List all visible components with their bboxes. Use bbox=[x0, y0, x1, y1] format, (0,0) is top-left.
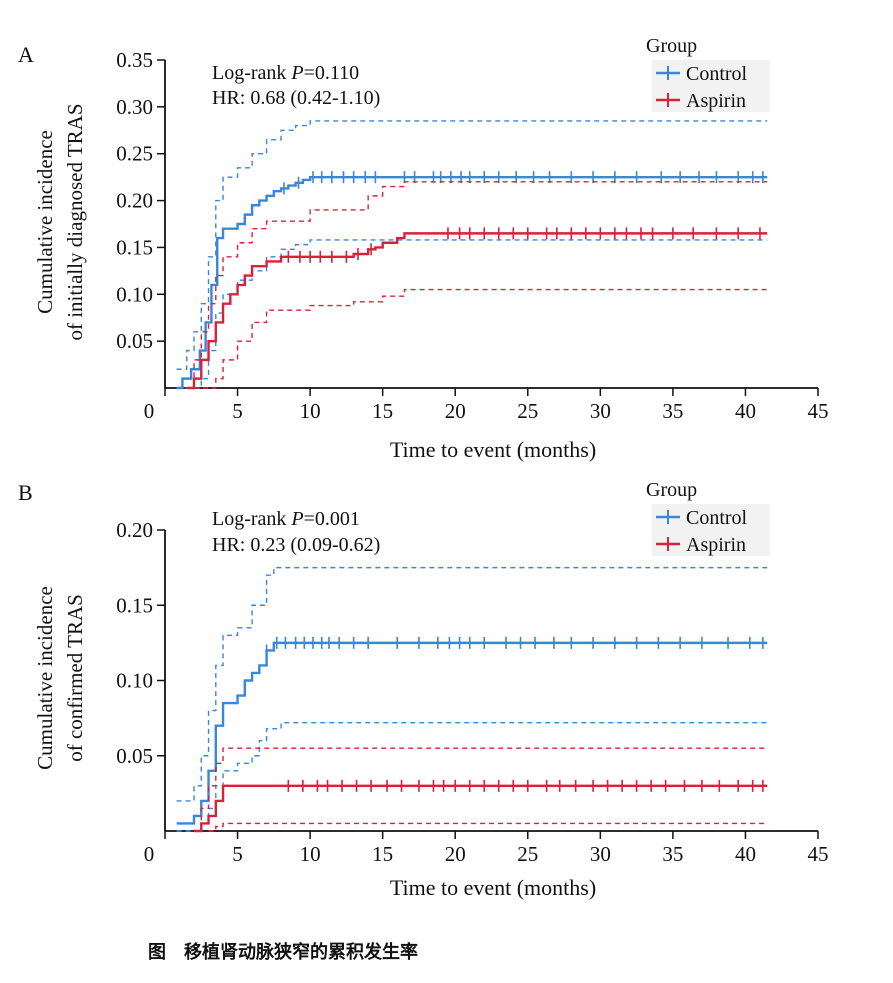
x-axis-label: Time to event (months) bbox=[390, 437, 596, 462]
x-tick-label: 45 bbox=[808, 842, 829, 866]
logrank-annotation: Log-rank P=0.001 bbox=[212, 508, 360, 530]
panel-a: A Cumulative incidence of initially diag… bbox=[18, 35, 829, 462]
x-tick-label: 35 bbox=[662, 399, 683, 423]
x-tick-label: 40 bbox=[735, 399, 756, 423]
legend-entry-control: Control bbox=[656, 507, 748, 529]
x-tick-label: 15 bbox=[372, 842, 393, 866]
lower-ci-control bbox=[176, 239, 768, 389]
x-tick-label: 0 bbox=[144, 842, 155, 866]
x-tick-label: 10 bbox=[300, 842, 321, 866]
plot-area: 0 5 10 15 20 25 30 35 40 45 0.05 0.10 0.15 0.20 0.25 0.… bbox=[116, 48, 828, 423]
hazard-ratio-annotation: HR: 0.23 (0.09-0.62) bbox=[212, 534, 380, 556]
x-tick-label: 0 bbox=[144, 399, 155, 423]
y-tick-label: 0.25 bbox=[116, 142, 153, 166]
lower-ci-control bbox=[176, 721, 768, 832]
y-tick-label: 0.05 bbox=[116, 329, 153, 353]
y-tick-label: 0.15 bbox=[116, 593, 153, 617]
logrank-prefix: Log-rank bbox=[212, 62, 291, 84]
y-tick-label: 0.35 bbox=[116, 48, 153, 72]
y-tick-label: 0.10 bbox=[116, 282, 153, 306]
legend-title: Group bbox=[646, 479, 697, 501]
y-axis-label: Cumulative incidence of confirmed TRAS bbox=[33, 586, 87, 770]
y-axis-label-line2: of confirmed TRAS bbox=[63, 594, 87, 762]
panel-label: A bbox=[18, 42, 34, 67]
legend-entry-aspirin: Aspirin bbox=[656, 534, 746, 556]
legend: Group Control Aspirin bbox=[646, 35, 770, 112]
x-axis-label: Time to event (months) bbox=[390, 875, 596, 900]
x-tick-label: 15 bbox=[372, 399, 393, 423]
y-tick-label: 0.05 bbox=[116, 744, 153, 768]
figure-caption: 图 移植肾动脉狭窄的累积发生率 bbox=[148, 942, 418, 963]
legend: Group Control Aspirin bbox=[646, 479, 770, 556]
legend-label-aspirin: Aspirin bbox=[686, 534, 746, 556]
x-tick-label: 40 bbox=[735, 842, 756, 866]
hazard-ratio-annotation: HR: 0.68 (0.42-1.10) bbox=[212, 87, 380, 109]
legend-title: Group bbox=[646, 35, 697, 57]
y-axis-label: Cumulative incidence of initially diagno… bbox=[33, 103, 87, 340]
cumulative-incidence-line-control bbox=[176, 175, 768, 390]
legend-box bbox=[652, 504, 770, 556]
upper-ci-control bbox=[176, 566, 768, 802]
logrank-p-value: =0.110 bbox=[304, 62, 360, 84]
logrank-prefix: Log-rank bbox=[212, 508, 291, 530]
x-tick-label: 30 bbox=[590, 842, 611, 866]
y-tick-label: 0.20 bbox=[116, 518, 153, 542]
x-tick-label: 5 bbox=[232, 842, 243, 866]
y-tick-label: 0.30 bbox=[116, 95, 153, 119]
cumulative-incidence-line-control bbox=[176, 641, 768, 825]
legend-label-control: Control bbox=[686, 507, 748, 529]
x-tick-label: 5 bbox=[232, 399, 243, 423]
upper-ci-aspirin bbox=[194, 747, 768, 832]
upper-ci-aspirin bbox=[186, 181, 768, 389]
x-tick-label: 30 bbox=[590, 399, 611, 423]
panel-label: B bbox=[18, 480, 33, 505]
y-tick-label: 0.10 bbox=[116, 669, 153, 693]
x-tick-label: 45 bbox=[808, 399, 829, 423]
legend-label-control: Control bbox=[686, 63, 748, 85]
cumulative-incidence-line-aspirin bbox=[194, 784, 768, 833]
lower-ci-aspirin bbox=[194, 288, 768, 389]
legend-entry-aspirin: Aspirin bbox=[656, 90, 746, 112]
lower-ci-aspirin bbox=[208, 822, 768, 832]
plot-area: 0 5 10 15 20 25 30 35 40 45 0.05 0.10 0.15 0.20 bbox=[116, 518, 828, 866]
y-axis-label-line2: of initially diagnosed TRAS bbox=[63, 103, 87, 340]
legend-box bbox=[652, 60, 770, 112]
x-tick-label: 35 bbox=[662, 842, 683, 866]
x-tick-label: 10 bbox=[300, 399, 321, 423]
y-tick-label: 0.15 bbox=[116, 235, 153, 259]
panel-b: B Cumulative incidence of confirmed TRAS… bbox=[18, 479, 829, 900]
logrank-annotation: Log-rank P=0.110 bbox=[212, 62, 359, 84]
x-tick-label: 25 bbox=[517, 399, 538, 423]
legend-entry-control: Control bbox=[656, 63, 748, 85]
logrank-p-value: =0.001 bbox=[304, 508, 360, 530]
y-tick-label: 0.20 bbox=[116, 189, 153, 213]
x-tick-label: 25 bbox=[517, 842, 538, 866]
y-axis-label-line1: Cumulative incidence bbox=[33, 130, 57, 314]
cumulative-incidence-line-aspirin bbox=[186, 232, 768, 390]
logrank-p-symbol: P bbox=[290, 62, 303, 84]
upper-ci-control bbox=[176, 120, 768, 370]
x-tick-label: 20 bbox=[445, 842, 466, 866]
y-axis-label-line1: Cumulative incidence bbox=[33, 586, 57, 770]
x-tick-label: 20 bbox=[445, 399, 466, 423]
legend-label-aspirin: Aspirin bbox=[686, 90, 746, 112]
logrank-p-symbol: P bbox=[290, 508, 303, 530]
